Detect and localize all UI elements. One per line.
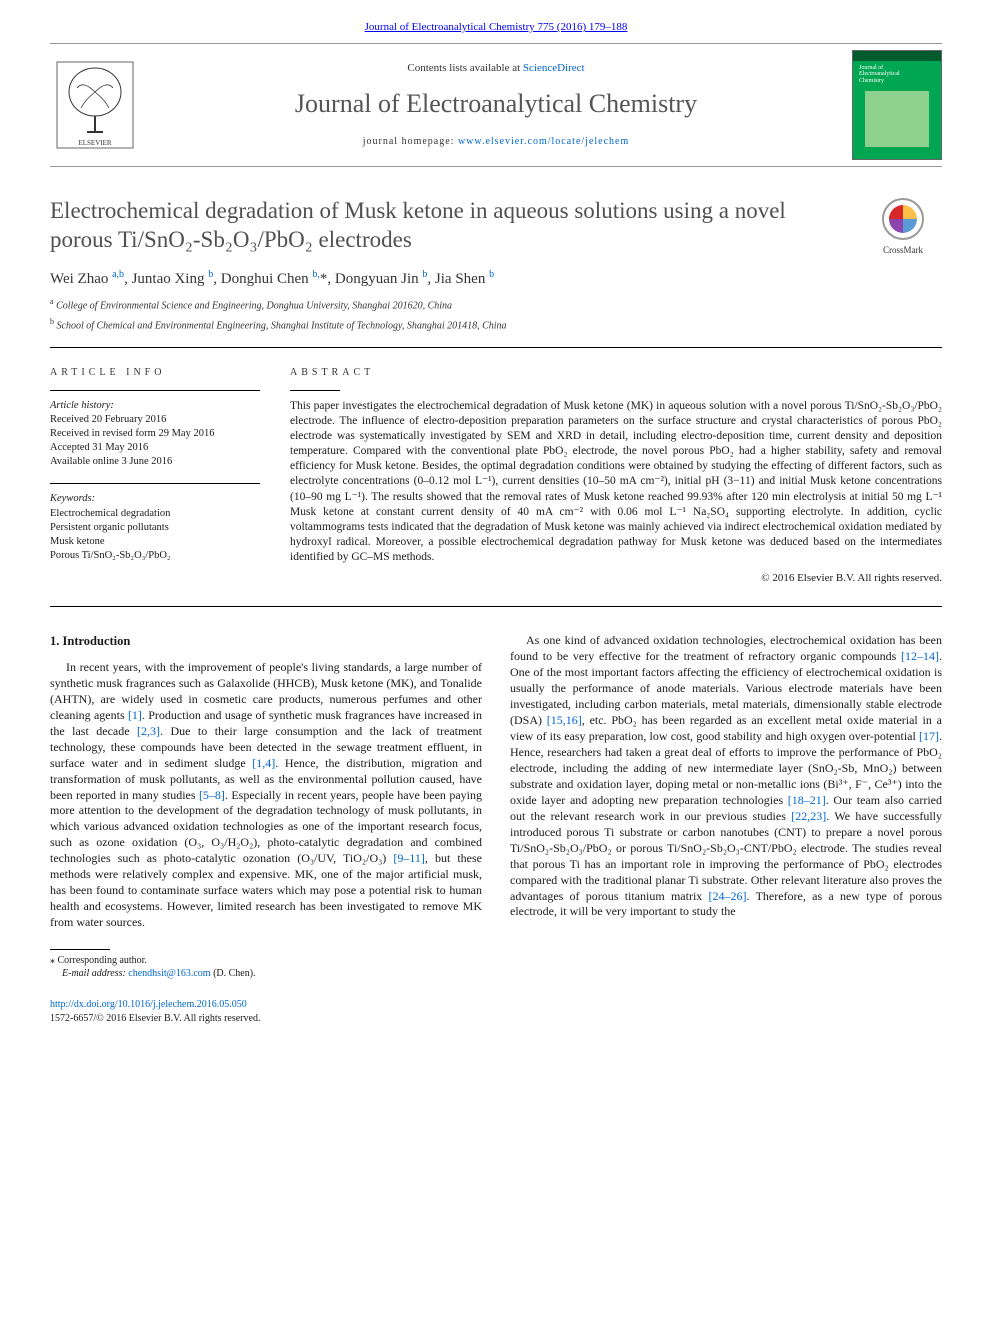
citation-link[interactable]: [17]	[919, 729, 939, 743]
citation-link[interactable]: [2,3]	[137, 724, 160, 738]
affiliation-line: a College of Environmental Science and E…	[50, 297, 942, 313]
crossmark-badge[interactable]: CrossMark	[864, 197, 942, 256]
homepage-prefix: journal homepage:	[363, 136, 458, 147]
citation-link[interactable]: [5–8]	[199, 788, 225, 802]
homepage-line: journal homepage: www.elsevier.com/locat…	[140, 135, 852, 149]
contents-line: Contents lists available at ScienceDirec…	[140, 61, 852, 76]
crossmark-label: CrossMark	[864, 244, 942, 256]
article-title: Electrochemical degradation of Musk keto…	[50, 197, 864, 255]
contents-prefix: Contents lists available at	[407, 62, 522, 74]
crossmark-icon	[881, 197, 925, 241]
journal-cover-thumbnail: Journal of Electroanalytical Chemistry	[852, 50, 942, 160]
citation-link[interactable]: [24–26]	[709, 889, 747, 903]
svg-text:ELSEVIER: ELSEVIER	[78, 139, 111, 147]
citation-link[interactable]: [18–21]	[788, 793, 826, 807]
section-heading-1: 1. Introduction	[50, 633, 482, 650]
citation-link[interactable]: [22,23]	[791, 809, 826, 823]
header-citation: Journal of Electroanalytical Chemistry 7…	[50, 20, 942, 35]
abstract-text: This paper investigates the electrochemi…	[290, 399, 942, 566]
footnote-rule	[50, 949, 110, 950]
full-rule	[50, 606, 942, 607]
footnote-email-link[interactable]: chendhsit@163.com	[128, 968, 210, 979]
footnote-email-suffix: (D. Chen).	[211, 968, 256, 979]
citation-link[interactable]: [15,16]	[547, 713, 582, 727]
doi-copyright: 1572-6657/© 2016 Elsevier B.V. All right…	[50, 1013, 260, 1024]
elsevier-tree-icon: ELSEVIER	[55, 60, 135, 150]
authors-line: Wei Zhao a,b, Juntao Xing b, Donghui Che…	[50, 268, 942, 289]
citation-link[interactable]: [1,4]	[252, 756, 275, 770]
corresponding-author-footnote: ⁎ Corresponding author. E-mail address: …	[50, 954, 942, 980]
citation-link[interactable]: [12–14]	[901, 649, 939, 663]
citation-link[interactable]: [9–11]	[393, 851, 425, 865]
abstract-copyright: © 2016 Elsevier B.V. All rights reserved…	[290, 571, 942, 586]
cover-text: Journal of Electroanalytical Chemistry	[859, 65, 900, 85]
keywords-block: Keywords: Electrochemical degradationPer…	[50, 492, 260, 563]
body-columns: 1. Introduction In recent years, with th…	[50, 633, 942, 931]
history-line: Received in revised form 29 May 2016	[50, 427, 260, 441]
article-history: Article history: Received 20 February 20…	[50, 399, 260, 470]
history-line: Available online 3 June 2016	[50, 455, 260, 469]
article-info-label: article info	[50, 366, 260, 380]
body-paragraph-2: As one kind of advanced oxidation techno…	[510, 633, 942, 920]
history-line: Received 20 February 2016	[50, 413, 260, 427]
banner-center: Contents lists available at ScienceDirec…	[140, 61, 852, 148]
footnote-email-label: E-mail address:	[62, 968, 128, 979]
abstract-column: abstract This paper investigates the ele…	[290, 366, 942, 586]
history-label: Article history:	[50, 399, 260, 413]
body-paragraph-1: In recent years, with the improvement of…	[50, 660, 482, 931]
history-line: Accepted 31 May 2016	[50, 441, 260, 455]
footnote-corr: ⁎ Corresponding author.	[50, 954, 942, 967]
keyword-line: Electrochemical degradation	[50, 507, 260, 521]
homepage-link[interactable]: www.elsevier.com/locate/jelechem	[458, 136, 629, 147]
abstract-label: abstract	[290, 366, 942, 380]
article-info-column: article info Article history: Received 2…	[50, 366, 260, 586]
affiliation-line: b School of Chemical and Environmental E…	[50, 317, 942, 333]
separator-rule	[50, 347, 942, 348]
keywords-label: Keywords:	[50, 492, 260, 506]
doi-link[interactable]: http://dx.doi.org/10.1016/j.jelechem.201…	[50, 999, 247, 1010]
keyword-line: Porous Ti/SnO₂-Sb₂O₃/PbO₂	[50, 549, 260, 563]
header-citation-link[interactable]: Journal of Electroanalytical Chemistry 7…	[365, 21, 628, 33]
sciencedirect-link[interactable]: ScienceDirect	[523, 62, 585, 74]
elsevier-logo: ELSEVIER	[50, 55, 140, 155]
keyword-line: Persistent organic pollutants	[50, 521, 260, 535]
journal-banner: ELSEVIER Contents lists available at Sci…	[50, 43, 942, 167]
journal-name: Journal of Electroanalytical Chemistry	[140, 86, 852, 121]
keyword-line: Musk ketone	[50, 535, 260, 549]
citation-link[interactable]: [1]	[128, 708, 142, 722]
doi-block: http://dx.doi.org/10.1016/j.jelechem.201…	[50, 998, 942, 1025]
